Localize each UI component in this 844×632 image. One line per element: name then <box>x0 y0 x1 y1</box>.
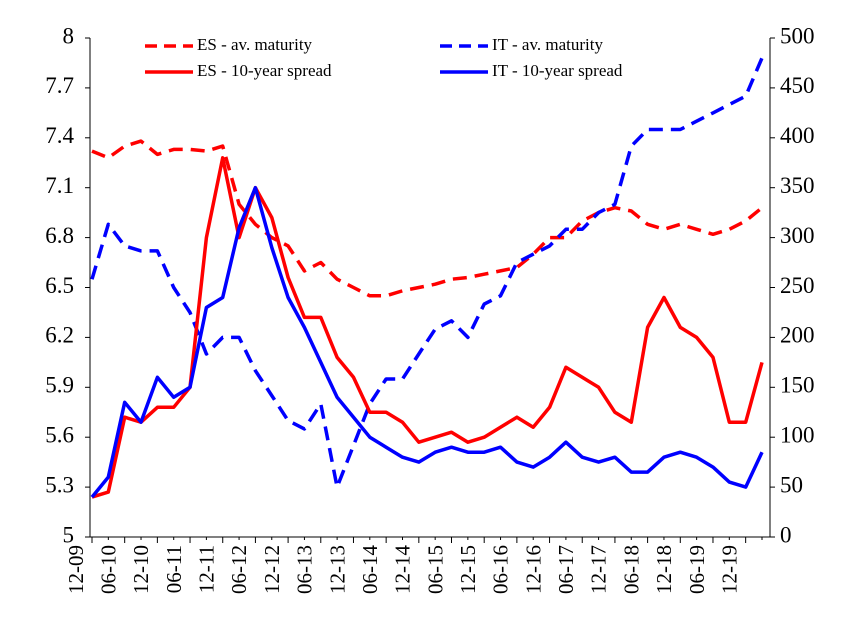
x-tick-label: 12-18 <box>652 545 676 594</box>
legend-label: ES - 10-year spread <box>197 61 332 80</box>
x-tick-label: 12-19 <box>717 545 741 594</box>
legend-label: IT - 10-year spread <box>492 61 623 80</box>
y-tick-label: 6.2 <box>45 323 74 348</box>
x-tick-label: 06-11 <box>162 545 186 593</box>
y2-tick-label: 250 <box>780 273 815 298</box>
x-tick-label: 12-17 <box>587 545 611 594</box>
x-tick-label: 06-12 <box>227 545 251 594</box>
y2-tick-label: 200 <box>780 323 815 348</box>
y-tick-label: 7.7 <box>45 73 74 98</box>
y-tick-label: 6.8 <box>45 223 74 248</box>
x-tick-label: 12-16 <box>521 545 545 594</box>
series-line <box>91 139 764 298</box>
x-tick-label: 12-13 <box>325 545 349 594</box>
y2-tick-label: 50 <box>780 472 803 497</box>
y-tick-label: 5.9 <box>45 373 74 398</box>
x-tick-label: 12-10 <box>129 545 153 594</box>
x-tick-label: 06-18 <box>619 545 643 594</box>
x-tick-label: 06-13 <box>293 545 317 594</box>
x-tick-label: 06-17 <box>554 545 578 594</box>
series-line <box>90 57 764 489</box>
y-tick-label: 6.5 <box>45 273 74 298</box>
y-tick-label: 7.1 <box>45 173 74 198</box>
legend-label: ES - av. maturity <box>197 35 313 54</box>
y2-tick-label: 400 <box>780 123 815 148</box>
y-tick-label: 5 <box>63 522 75 547</box>
x-tick-label: 12-15 <box>456 545 480 594</box>
legend-label: IT - av. maturity <box>492 35 603 54</box>
x-tick-label: 12-09 <box>64 545 88 594</box>
x-tick-label: 12-12 <box>260 545 284 594</box>
y2-tick-label: 100 <box>780 422 815 447</box>
series-line <box>90 185 764 499</box>
x-tick-label: 06-16 <box>489 545 513 594</box>
series-line <box>91 156 764 499</box>
y-tick-label: 8 <box>63 23 75 48</box>
y2-tick-label: 150 <box>780 373 815 398</box>
x-tick-label: 12-11 <box>195 545 219 593</box>
y2-tick-label: 300 <box>780 223 815 248</box>
y-tick-label: 5.6 <box>45 422 74 447</box>
y2-tick-label: 350 <box>780 173 815 198</box>
x-tick-label: 06-19 <box>685 545 709 594</box>
x-tick-label: 12-14 <box>391 545 415 594</box>
x-tick-label: 06-10 <box>96 545 120 594</box>
y2-tick-label: 0 <box>780 522 792 547</box>
x-tick-label: 06-15 <box>423 545 447 594</box>
y2-tick-label: 500 <box>780 23 815 48</box>
y-tick-label: 5.3 <box>45 472 74 497</box>
x-tick-label: 06-14 <box>358 545 382 594</box>
y-tick-label: 7.4 <box>45 123 74 148</box>
y2-tick-label: 450 <box>780 73 815 98</box>
